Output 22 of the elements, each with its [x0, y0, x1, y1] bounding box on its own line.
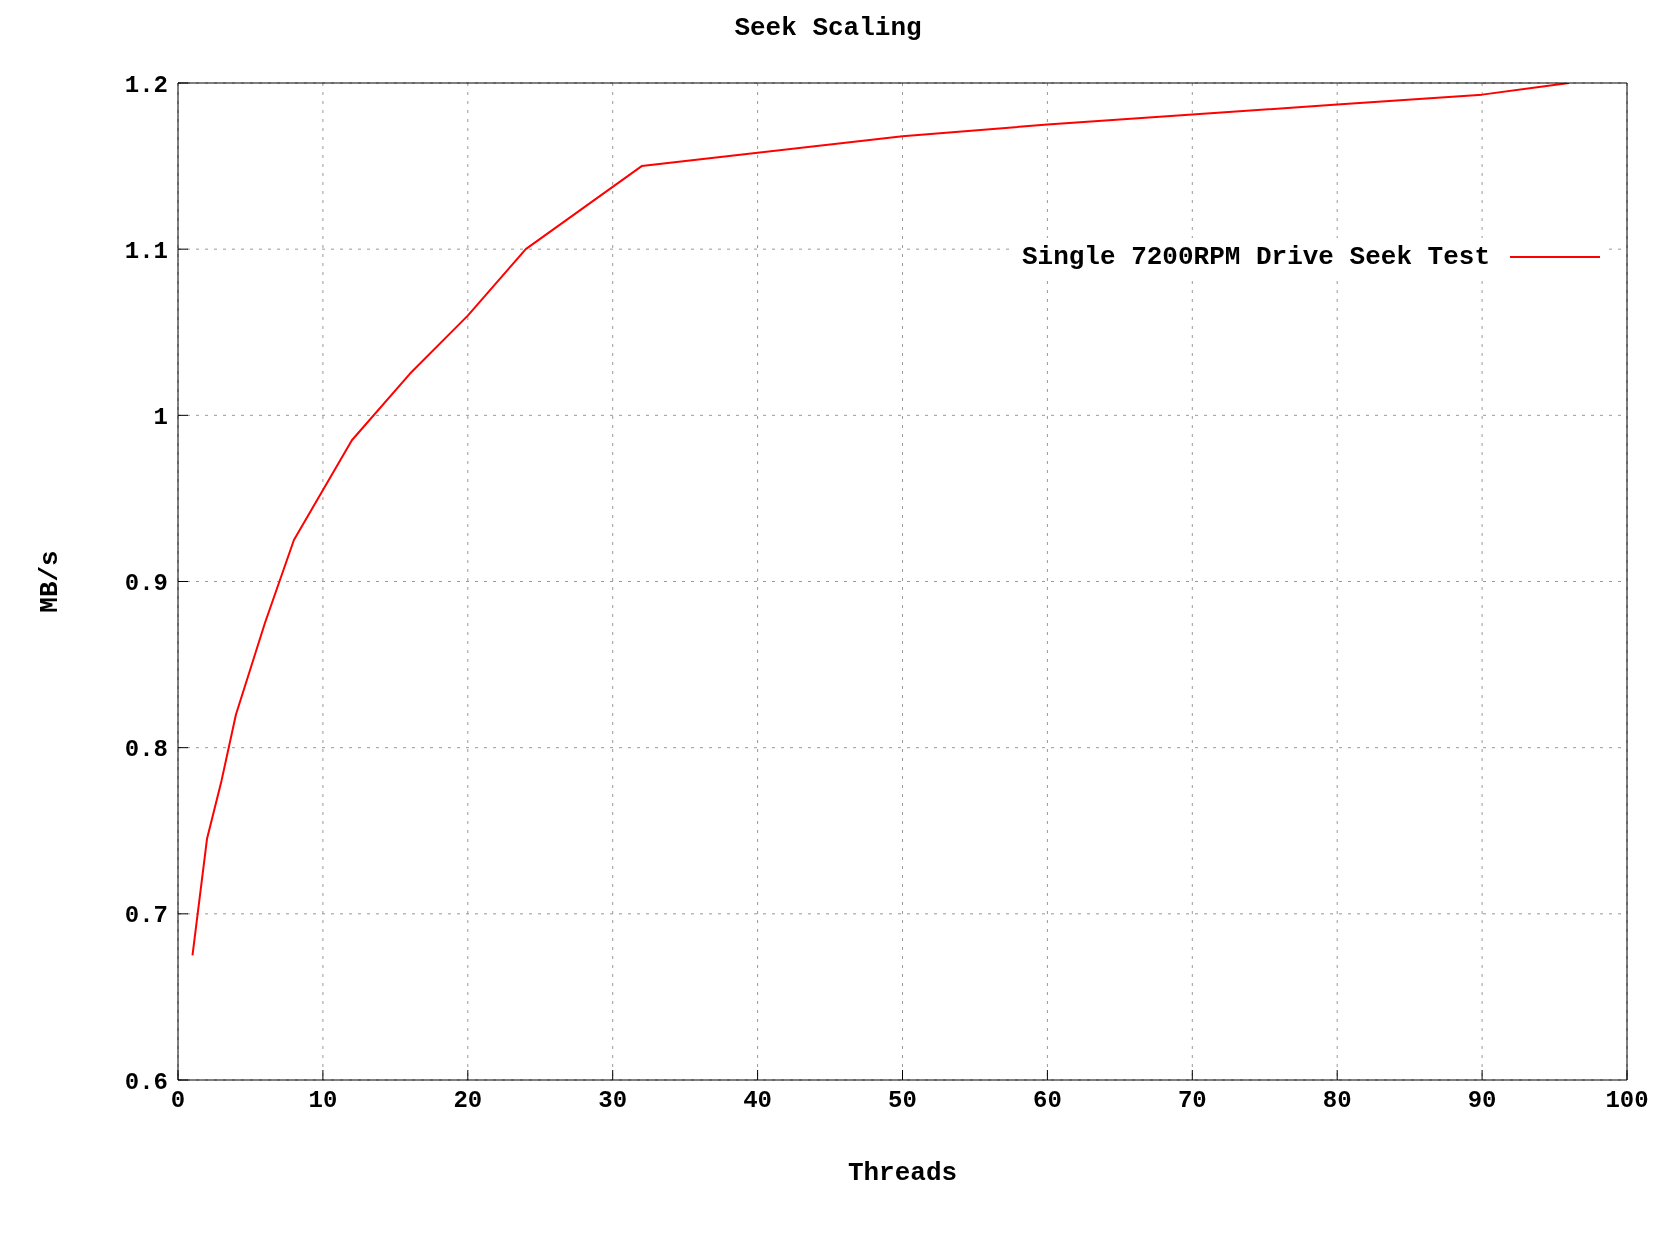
y-axis-title: MB/s [35, 550, 66, 613]
y-tick-label: 1.2 [124, 71, 168, 99]
x-axis-title: Threads [847, 1158, 958, 1188]
x-tick-label: 10 [308, 1087, 338, 1115]
x-tick-label: 20 [453, 1087, 483, 1115]
y-tick-label: 1.1 [124, 237, 168, 265]
y-tick-label: 0.9 [124, 570, 168, 598]
legend-label: Single 7200RPM Drive Seek Test [1021, 242, 1490, 272]
x-tick-label: 70 [1177, 1087, 1207, 1115]
y-tick-label: 0.7 [124, 902, 168, 930]
x-tick-label: 0 [170, 1087, 186, 1115]
x-tick-label: 80 [1322, 1087, 1352, 1115]
x-tick-label: 40 [743, 1087, 773, 1115]
chart-title: Seek Scaling [733, 12, 923, 45]
x-tick-label: 60 [1032, 1087, 1062, 1115]
x-tick-label: 100 [1605, 1087, 1649, 1115]
y-tick-label: 0.8 [124, 736, 168, 764]
x-tick-label: 90 [1467, 1087, 1497, 1115]
x-tick-label: 30 [598, 1087, 628, 1115]
y-tick-label: 1 [153, 403, 168, 431]
x-tick-label: 50 [888, 1087, 917, 1115]
y-tick-label: 0.6 [124, 1068, 168, 1096]
